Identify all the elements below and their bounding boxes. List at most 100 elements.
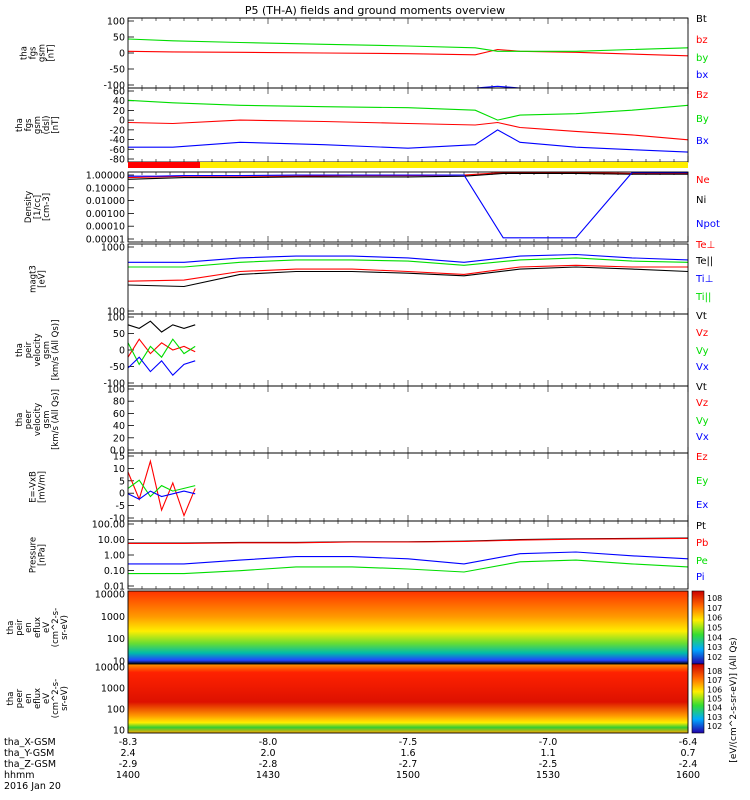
y-tick-label: 100 <box>107 634 125 645</box>
colorbar-tick-label: 102 <box>707 653 722 662</box>
colorbar <box>691 663 705 734</box>
legend-ne: Ne <box>696 175 710 186</box>
y-tick-label: 100 <box>107 705 125 716</box>
panel-pressure: Pressure[nPa] 100.00 10.00 1.00 0.10 0.01 Pt Pb… <box>29 520 709 593</box>
panels: thafgsgsm[nT]100500-50-100Btbzbybxthafgs… <box>6 14 739 763</box>
figure-title: P5 (TH-A) fields and ground moments over… <box>245 4 505 17</box>
colorbar-tick-label: 106 <box>707 685 722 694</box>
ylabel-line: [cm-3] <box>42 193 52 221</box>
colorbar-tick-label: 103 <box>707 643 722 652</box>
series-pi-line <box>128 551 689 565</box>
ylabel-line: [km/s (All Qs)] <box>51 320 61 381</box>
mode-bar-red <box>128 162 200 168</box>
x-axis-value: -8.0 <box>259 737 278 748</box>
legend-ti: Ti⊥ <box>695 274 713 285</box>
series-vx-line <box>127 356 196 377</box>
y-tick-label: 0 <box>119 489 125 500</box>
ylabel-line: eV <box>42 693 52 704</box>
colorbar-tick-label: 108 <box>707 594 722 603</box>
legend-npot: Npot <box>696 219 720 230</box>
ylabel-line: velocity <box>33 333 43 366</box>
series-ex-line <box>127 490 196 500</box>
ylabel-line: tha <box>6 621 16 635</box>
x-axis-value: -2.7 <box>399 759 418 770</box>
y-tick-label: 100 <box>107 313 125 324</box>
y-tick-label: 15 <box>113 452 125 463</box>
x-axis-labels: tha_X-GSM -8.3 -8.0 -7.5 -7.0 -6.4 tha_Y-GSM 2.… <box>4 737 700 792</box>
y-tick-label: 100 <box>107 307 125 318</box>
x-axis-value: 1430 <box>256 770 280 781</box>
series-pb-line <box>128 537 689 544</box>
series-te-line <box>127 266 689 288</box>
legend-pi: Pi <box>696 572 705 583</box>
x-axis-row-label: tha_Z-GSM <box>4 759 56 770</box>
y-tick-label: 100 <box>107 385 125 396</box>
ylabel-line: [km/s (All Qs)] <box>51 389 61 450</box>
panel-ylabel: E=-VxB[mV/m] <box>29 471 48 503</box>
panel-ylabel: Pressure[nPa] <box>29 537 48 573</box>
panel-peer_spectrogram: thapeerenefluxeV(cm^2-s-sr-eV) 10000 1000 1… <box>6 663 722 737</box>
ylabel-line: [nT] <box>51 116 61 133</box>
y-tick-label: 5 <box>119 476 125 487</box>
ylabel-line: peir <box>24 341 34 358</box>
x-axis-value: 1400 <box>116 770 140 781</box>
ylabel-line: eflux <box>33 688 43 709</box>
y-tick-label: 1000 <box>101 243 125 254</box>
legend-te: Te|| <box>695 256 713 267</box>
x-axis-row-label: tha_X-GSM <box>4 737 56 748</box>
panel-ylabel: thapeirenefluxeV(cm^2-s-sr-eV) <box>6 608 70 647</box>
series-vz-line <box>127 338 196 358</box>
x-axis-value: -8.3 <box>119 737 138 748</box>
panel-ylabel: thafgsgsm(dsl)[nT] <box>15 116 61 135</box>
y-tick-label: 0.0 <box>110 446 125 457</box>
colorbar-tick-label: 102 <box>707 722 722 731</box>
panel-ylabel: magt3[eV] <box>29 265 48 293</box>
x-axis-date: 2016 Jan 20 <box>4 781 61 792</box>
x-axis-value: -2.9 <box>119 759 138 770</box>
x-axis-value: -7.0 <box>539 737 558 748</box>
y-tick-label: -50 <box>109 362 125 373</box>
ylabel-line: [1/cc] <box>33 195 43 219</box>
ylabel-line: (dsl) <box>42 116 52 135</box>
ylabel-line: sr-eV) <box>60 686 70 711</box>
y-tick-label: 100.00 <box>92 520 125 531</box>
ylabel-line: magt3 <box>29 265 39 293</box>
ylabel-line: gsm <box>42 341 52 359</box>
y-tick-label: 0.00100 <box>86 209 125 220</box>
legend-vx: Vx <box>696 432 709 443</box>
x-axis-value: -7.5 <box>399 737 418 748</box>
colorbar-tick-label: 105 <box>707 695 722 704</box>
series-te-line <box>127 264 688 282</box>
colorbar-tick-label: 107 <box>707 676 722 685</box>
y-tick-label: 0 <box>119 116 125 127</box>
panel-ylabel: thafgsgsm[nT] <box>20 44 57 62</box>
series-ti-line <box>128 257 689 268</box>
ylabel-line: en <box>24 693 34 704</box>
x-axis-row-label: tha_Y-GSM <box>4 748 54 759</box>
legend-by: by <box>696 53 708 64</box>
colorbar-tick-label: 103 <box>707 713 722 722</box>
legend-vz: Vz <box>696 398 708 409</box>
series-ni-line <box>127 172 688 180</box>
ylabel-line: (cm^2-s- <box>51 608 61 647</box>
ylabel-line: [nT] <box>47 44 57 61</box>
panel-peer_velocity: thapeervelocitygsm[km/s (All Qs)] 1008060… <box>15 382 709 457</box>
series-by-line <box>127 38 689 52</box>
legend-ex: Ex <box>696 500 708 511</box>
colorbar <box>691 590 705 665</box>
legend-vz: Vz <box>696 328 708 339</box>
y-tick-label: 10 <box>113 657 125 668</box>
ylabel-line: Density <box>24 191 34 223</box>
ylabel-line: tha <box>15 118 25 132</box>
legend-te: Te⊥ <box>695 240 715 251</box>
spectrogram-image <box>128 664 688 733</box>
y-tick-label: 60 <box>113 87 125 98</box>
legend-ez: Ez <box>696 452 708 463</box>
legend-bx: bx <box>696 70 708 81</box>
panel-ylabel: thapeerenefluxeV(cm^2-s-sr-eV) <box>6 679 70 718</box>
x-axis-value: 1500 <box>396 770 420 781</box>
